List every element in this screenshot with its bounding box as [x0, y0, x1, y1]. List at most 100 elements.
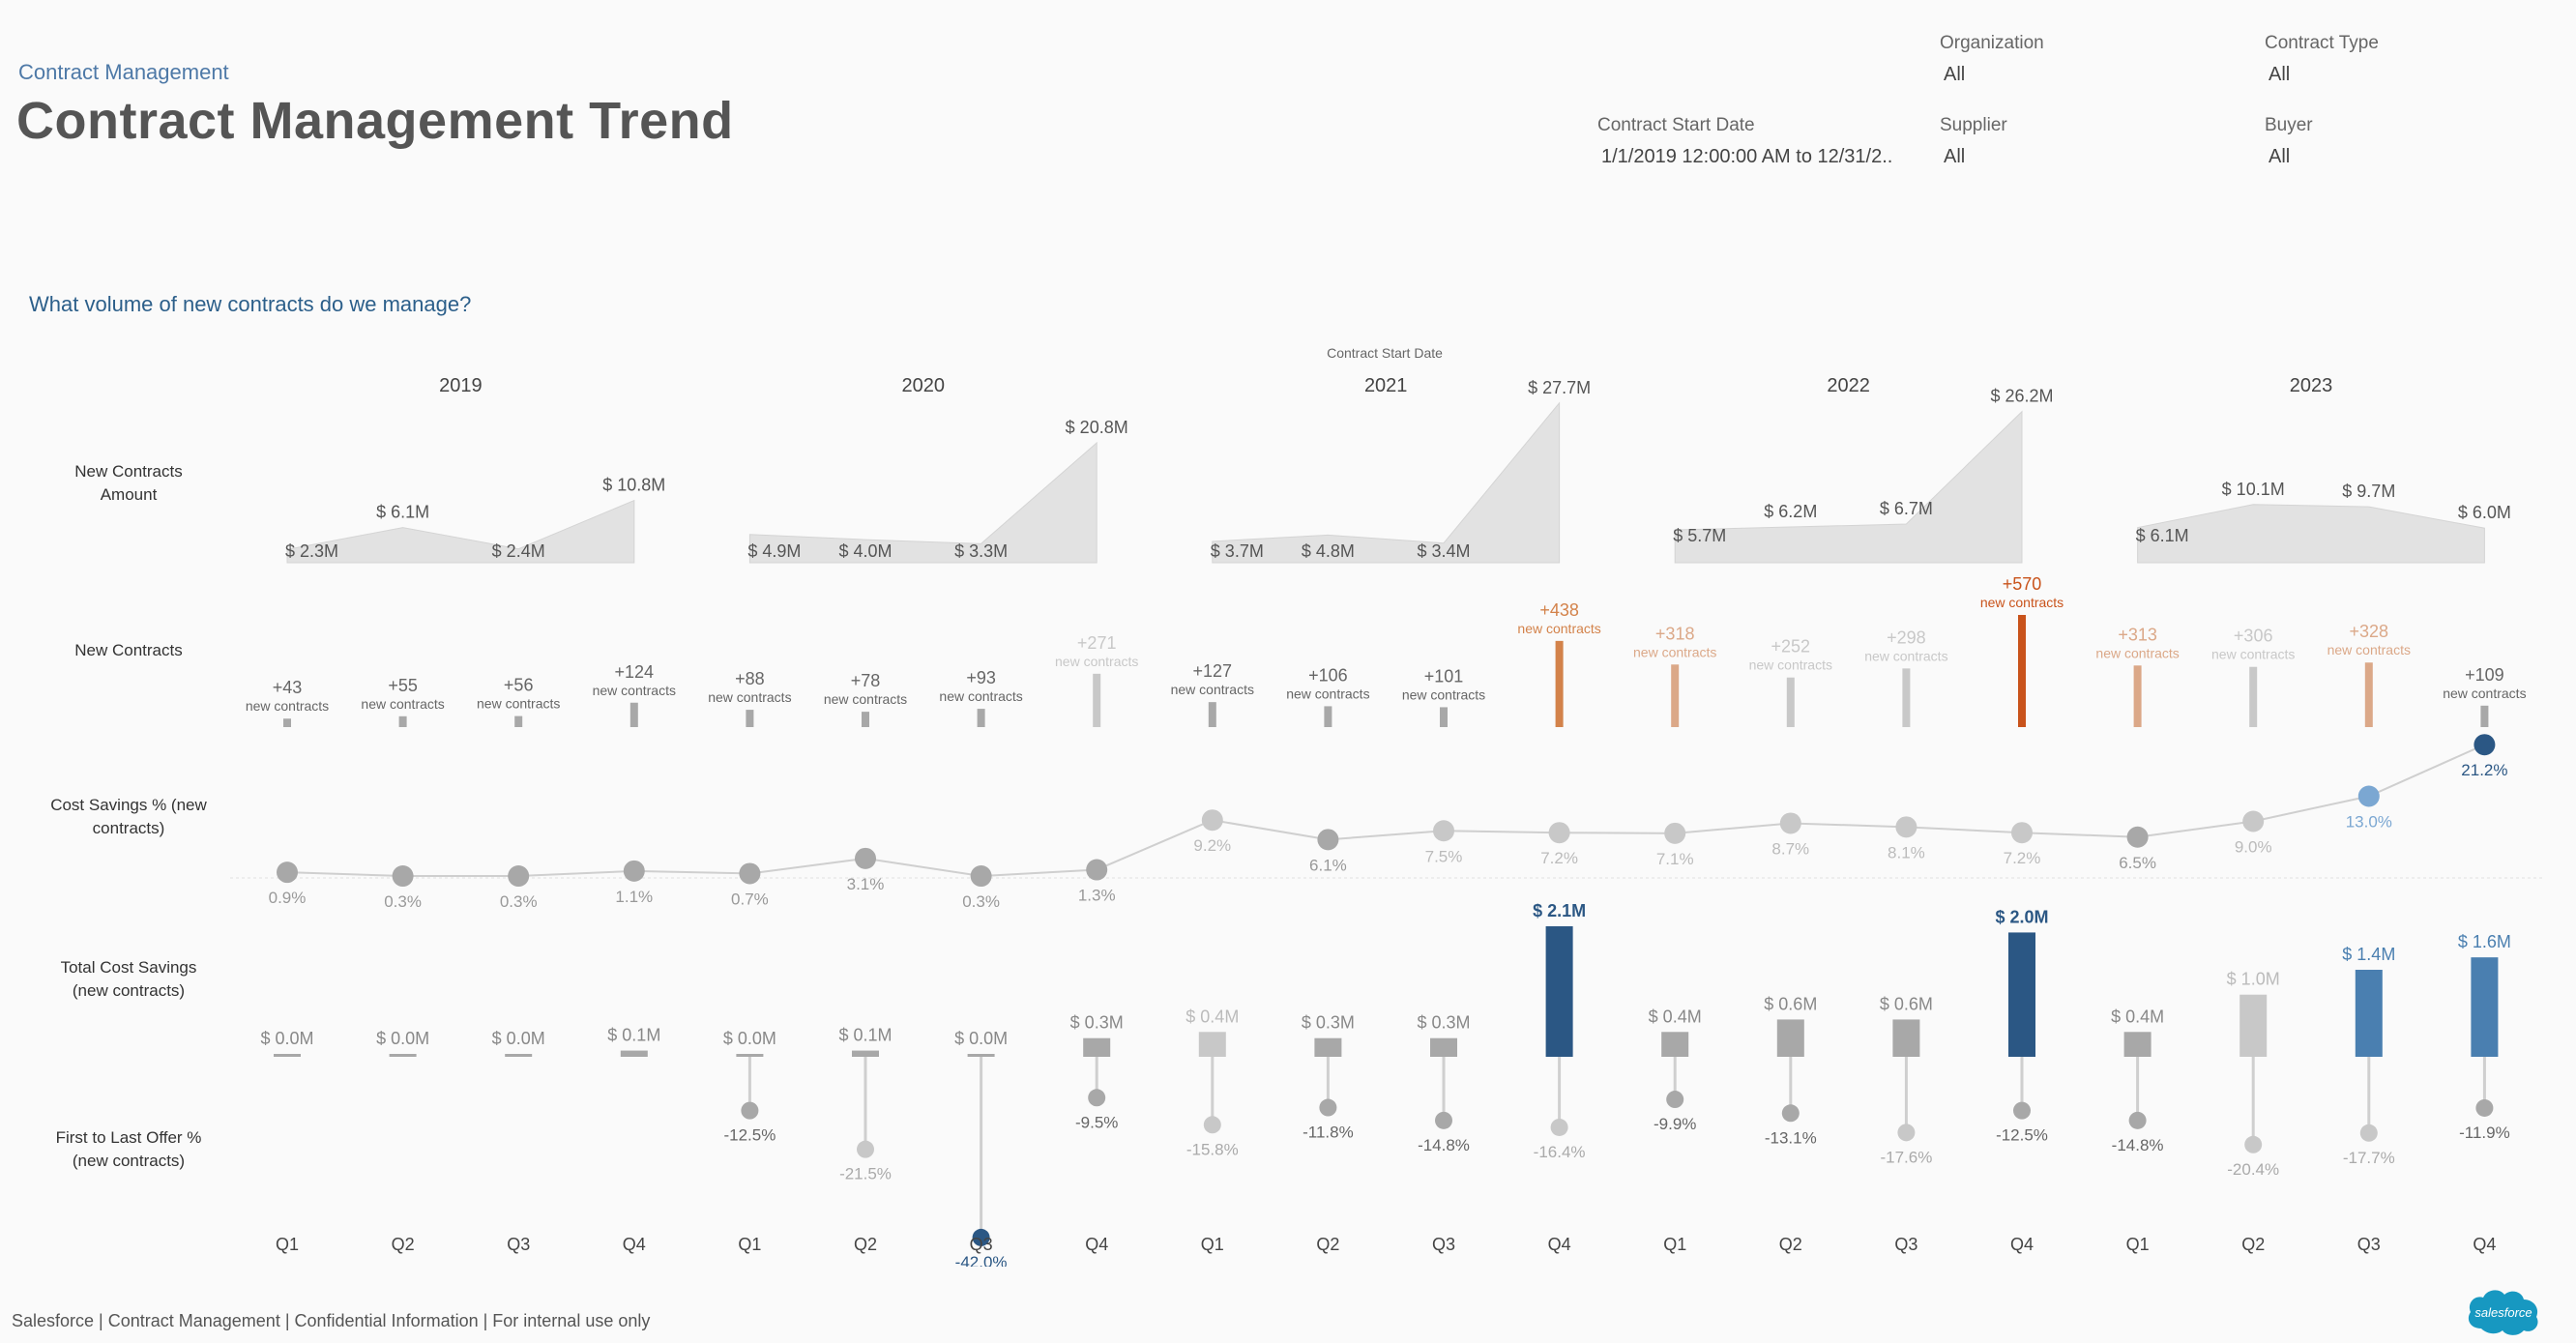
offer-label: -14.8% [1418, 1136, 1470, 1154]
offer-label: -42.0% [955, 1253, 1008, 1267]
new-contracts-sublabel: new contracts [708, 689, 791, 705]
new-contracts-label: +101 [1424, 666, 1464, 686]
new-contracts-sublabel: new contracts [1402, 686, 1485, 702]
new-contracts-label: +43 [273, 678, 303, 697]
new-contracts-label: +318 [1655, 624, 1695, 643]
cost-savings-label: 0.3% [500, 892, 538, 911]
cost-savings-point [1317, 829, 1339, 851]
total-savings-label: $ 2.1M [1533, 901, 1586, 920]
filter-value[interactable]: All [1944, 146, 1966, 167]
new-contracts-label: +570 [2003, 574, 2042, 594]
total-savings-bar [1198, 1032, 1226, 1057]
offer-point [2244, 1135, 2263, 1153]
amount-label: $ 3.7M [1211, 541, 1264, 561]
total-savings-label: $ 1.0M [2227, 970, 2280, 989]
cost-savings-label: 0.3% [384, 892, 422, 911]
total-savings-bar [1083, 1037, 1111, 1057]
amount-label: $ 9.7M [2342, 482, 2395, 501]
quarter-label: Q1 [276, 1235, 299, 1254]
quarter-label: Q3 [2357, 1235, 2381, 1254]
amount-label: $ 10.1M [2222, 480, 2285, 499]
offer-label: -11.8% [1303, 1124, 1354, 1142]
quarter-label: Q1 [1201, 1235, 1224, 1254]
new-contracts-label: +56 [504, 676, 534, 695]
cost-savings-label: 13.0% [2346, 813, 2392, 832]
new-contracts-sublabel: new contracts [1633, 644, 1716, 659]
filter-label: Buyer [2265, 115, 2313, 135]
new-contracts-label: +109 [2465, 665, 2504, 685]
filter-organization[interactable]: Organization All [1940, 33, 2044, 86]
new-contracts-sublabel: new contracts [1517, 621, 1600, 636]
cost-savings-label: 0.7% [731, 890, 769, 908]
new-contracts-sublabel: new contracts [1171, 682, 1254, 697]
offer-label: -11.9% [2459, 1124, 2510, 1142]
filter-supplier[interactable]: Supplier All [1940, 115, 2007, 168]
cost-savings-point [970, 865, 992, 888]
new-contracts-sublabel: new contracts [2443, 686, 2526, 701]
new-contracts-label: +55 [388, 676, 418, 695]
cost-savings-line [286, 744, 2485, 878]
total-savings-label: $ 0.0M [260, 1029, 313, 1048]
quarter-label: Q2 [1779, 1235, 1802, 1254]
total-savings-bar [1545, 926, 1573, 1057]
new-contracts-label: +78 [851, 671, 881, 690]
offer-label: -12.5% [723, 1126, 776, 1145]
offer-point [2475, 1098, 2494, 1117]
new-contracts-bar [1093, 673, 1101, 727]
cost-savings-label: 1.3% [1078, 887, 1116, 905]
cost-savings-label: 7.2% [1540, 849, 1578, 867]
new-contracts-label: +127 [1193, 661, 1233, 681]
offer-label: -15.8% [1186, 1140, 1239, 1158]
total-savings-bar [1892, 1019, 1920, 1057]
quarter-label: Q2 [1316, 1235, 1339, 1254]
total-savings-bar [1661, 1032, 1689, 1057]
total-savings-bar [2355, 970, 2383, 1057]
year-label: 2019 [439, 375, 483, 396]
new-contracts-bar [283, 718, 291, 727]
total-savings-label: $ 0.6M [1764, 994, 1817, 1013]
offer-label: -16.4% [1534, 1143, 1586, 1161]
new-contracts-label: +106 [1308, 665, 1348, 685]
new-contracts-bar [2480, 705, 2489, 727]
cost-savings-point [1779, 812, 1801, 834]
filter-contract-type[interactable]: Contract Type All [2265, 33, 2379, 86]
total-savings-bar [2471, 957, 2499, 1057]
filter-value[interactable]: 1/1/2019 12:00:00 AM to 12/31/2.. [1601, 146, 1893, 167]
breadcrumb[interactable]: Contract Management [18, 60, 229, 84]
amount-label: $ 20.8M [1066, 418, 1128, 437]
new-contracts-sublabel: new contracts [1055, 654, 1138, 669]
filter-value[interactable]: All [2269, 146, 2291, 167]
cost-savings-label: 7.5% [1425, 847, 1463, 865]
filter-buyer[interactable]: Buyer All [2265, 115, 2313, 168]
amount-area [1212, 401, 1561, 564]
total-savings-bar [1314, 1037, 1342, 1057]
new-contracts-sublabel: new contracts [2095, 645, 2179, 660]
cost-savings-point [277, 861, 298, 884]
new-contracts-label: +298 [1887, 628, 1926, 647]
cost-savings-point [2242, 810, 2265, 832]
new-contracts-sublabel: new contracts [824, 691, 907, 707]
cost-savings-point [739, 862, 761, 885]
offer-label: -14.8% [2112, 1136, 2164, 1154]
row-label: Cost Savings % (new [50, 796, 207, 814]
cost-savings-label: 1.1% [615, 888, 653, 906]
filter-value[interactable]: All [1944, 64, 1966, 85]
filter-contract-start-date[interactable]: Contract Start Date 1/1/2019 12:00:00 AM… [1597, 115, 1892, 168]
year-label: 2023 [2290, 375, 2333, 396]
cost-savings-label: 8.7% [1771, 839, 1809, 858]
quarter-label: Q3 [1432, 1235, 1455, 1254]
cost-savings-point [2474, 734, 2496, 756]
quarter-label: Q2 [392, 1235, 415, 1254]
new-contracts-bar [629, 702, 638, 727]
new-contracts-sublabel: new contracts [246, 698, 329, 714]
new-contracts-label: +328 [2350, 622, 2389, 641]
amount-label: $ 10.8M [602, 476, 665, 495]
filter-value[interactable]: All [2269, 64, 2291, 85]
quarter-label: Q1 [2126, 1235, 2150, 1254]
offer-label: -20.4% [2227, 1160, 2279, 1179]
filter-label: Contract Type [2265, 33, 2379, 53]
row-label: Total Cost Savings [61, 958, 197, 977]
page-title: Contract Management Trend [16, 92, 734, 150]
amount-area [2137, 504, 2485, 564]
quarter-label: Q1 [738, 1235, 761, 1254]
